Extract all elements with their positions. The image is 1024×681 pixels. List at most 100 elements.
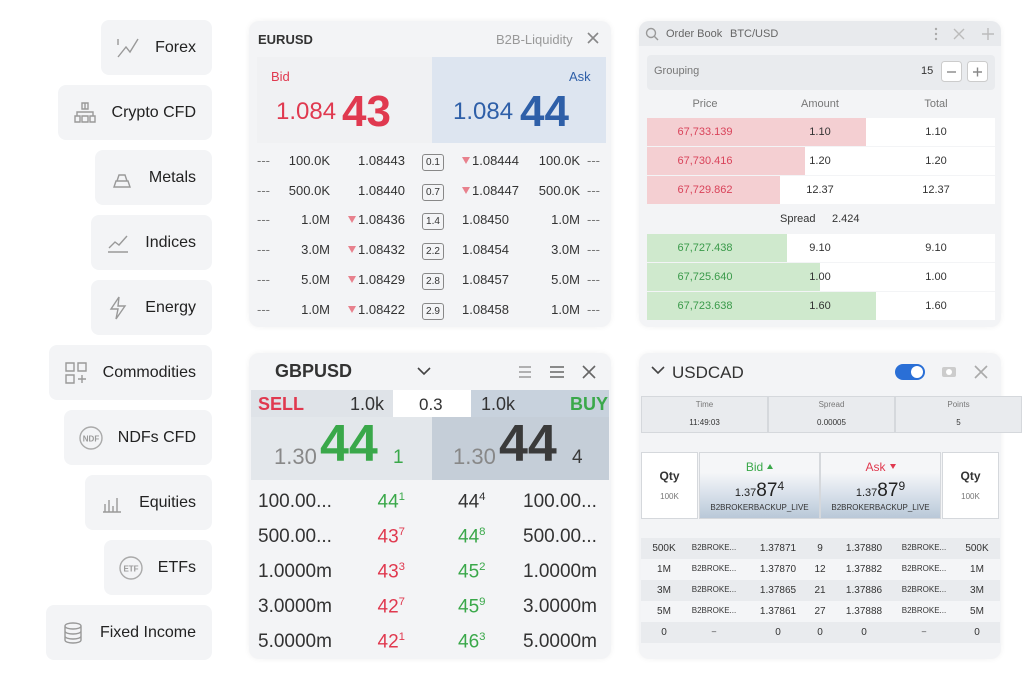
order-price[interactable]: 67,723.638 (677, 300, 733, 312)
order-book-pair: BTC/USD (730, 28, 779, 40)
depth-cell: 1.08429 (340, 273, 405, 286)
ask-price[interactable]: 452 (458, 561, 485, 581)
depth-cell: B2BROKE... (691, 585, 737, 594)
quote-cell[interactable] (699, 452, 820, 519)
ask-price[interactable]: 448 (458, 526, 485, 546)
chevron[interactable] (651, 366, 665, 376)
icon-text: ETF (123, 564, 138, 573)
bid-price[interactable]: 421 (330, 631, 405, 651)
item-label: Metals (148, 168, 196, 186)
bid-price[interactable]: 433 (330, 561, 405, 583)
bid-price[interactable]: 427 (330, 596, 405, 616)
provider[interactable]: B2B-Liquidity (496, 32, 573, 47)
bid-price[interactable]: 441 (330, 491, 405, 511)
menu-item[interactable]: Energy (91, 280, 212, 335)
buy-button[interactable] (432, 417, 609, 480)
order-cell[interactable]: 1.10 (809, 126, 831, 138)
icon-text: NDF (83, 434, 100, 443)
bid-price[interactable]: 437 (330, 526, 405, 546)
order-cell[interactable]: 9.10 (925, 242, 947, 254)
order-price[interactable]: 67,729.862 (677, 184, 733, 196)
sell-label[interactable]: SELL (258, 394, 305, 414)
order-price[interactable]: 67,730.416 (677, 155, 733, 167)
bid-prefix: 1.084 (276, 98, 337, 125)
order-cell[interactable]: 1.00 (925, 271, 947, 283)
close-icon[interactable] (587, 32, 599, 44)
ask-price[interactable]: 459 (458, 596, 485, 616)
menu-item[interactable]: Crypto CFD (57, 85, 212, 140)
depth-cell: 100.0K (538, 153, 580, 168)
depth-cell: 0 (861, 627, 867, 638)
qty-value: 100K (660, 492, 679, 501)
order-cell[interactable]: 12.37 (922, 184, 950, 196)
buy-prefix: 1.30 (453, 444, 496, 469)
menu-item[interactable]: NDF NDFs CFD (63, 410, 212, 465)
item-label: NDFs CFD (117, 428, 196, 446)
label-text: Ask (865, 460, 886, 474)
menu-item[interactable]: Forex (101, 20, 212, 75)
header-icons[interactable] (416, 365, 616, 379)
depth-cell: B2BROKE... (901, 606, 947, 615)
buy-label[interactable]: BUY (570, 394, 609, 414)
symbol: GBPUSD (275, 361, 353, 381)
depth-cell: – (711, 627, 717, 636)
menu-item[interactable]: Equities (85, 475, 212, 530)
depth-cell: 21 (814, 585, 826, 596)
pips: 87 (756, 480, 778, 501)
source: B2BROKERBACKUP_LIVE (710, 503, 809, 512)
depth-cell: 1.37870 (759, 564, 797, 575)
item-icon: NDF (79, 425, 103, 450)
search-icon[interactable] (645, 27, 659, 41)
info-cell (895, 396, 1022, 433)
pips: 43 (377, 561, 399, 583)
ask-price[interactable]: 463 (458, 631, 485, 651)
order-cell[interactable]: 1.10 (925, 126, 947, 138)
source: B2BROKERBACKUP_LIVE (831, 503, 930, 512)
depth-cell: 1.08458 (462, 301, 509, 317)
order-price[interactable]: 67,727.438 (677, 242, 733, 254)
item-icon (73, 101, 96, 123)
buy-bar (471, 390, 609, 417)
depth-cell: 3M (657, 585, 671, 596)
order-cell[interactable]: 1.20 (809, 155, 831, 167)
buy-size: 1.0k (481, 394, 516, 414)
quote-cell[interactable] (820, 452, 941, 519)
item-icon (112, 173, 131, 188)
menu-item[interactable]: ETF ETFs (103, 540, 212, 595)
quote-label: Ask (820, 461, 941, 473)
depth-cell: B2BROKE... (901, 585, 947, 594)
qty-value: 100K (961, 492, 980, 501)
order-cell[interactable]: 1.20 (925, 155, 947, 167)
order-cell[interactable]: 1.00 (809, 271, 831, 283)
spread-value: 2.8 (422, 272, 444, 290)
depth-cell: 1.08447 (462, 184, 532, 197)
grouping-buttons[interactable] (941, 61, 989, 83)
symbol: EURUSD (258, 32, 313, 47)
depth-cell: 100.0K (288, 153, 330, 168)
menu-item[interactable]: Fixed Income (45, 605, 212, 660)
depth-cell: 3.0M (551, 242, 580, 258)
menu-item[interactable]: Metals (94, 150, 212, 205)
order-cell[interactable]: 12.37 (806, 184, 834, 196)
menu-item[interactable]: Indices (91, 215, 212, 270)
quote-label: Bid (699, 461, 820, 473)
bid-box[interactable] (257, 57, 432, 143)
order-cell[interactable]: 1.60 (925, 300, 947, 312)
order-price[interactable]: 67,733.139 (677, 126, 733, 138)
header-icons[interactable] (930, 27, 996, 41)
header-icons[interactable] (894, 362, 994, 382)
qty-label: Qty (659, 469, 680, 483)
depth-cell: 3.0M (301, 242, 330, 258)
qty: 100.00... (523, 491, 597, 512)
order-price[interactable]: 67,725.640 (677, 271, 733, 283)
depth-cell: 1.08432 (340, 243, 405, 256)
sell-button[interactable] (251, 417, 432, 480)
depth-cell: – (921, 627, 927, 636)
order-cell[interactable]: 1.60 (809, 300, 831, 312)
ask-price[interactable]: 444 (458, 491, 485, 511)
ask-box[interactable] (432, 57, 606, 143)
order-cell[interactable]: 9.10 (809, 242, 831, 254)
menu-item[interactable]: Commodities (48, 345, 212, 400)
qty-cell (641, 452, 698, 519)
